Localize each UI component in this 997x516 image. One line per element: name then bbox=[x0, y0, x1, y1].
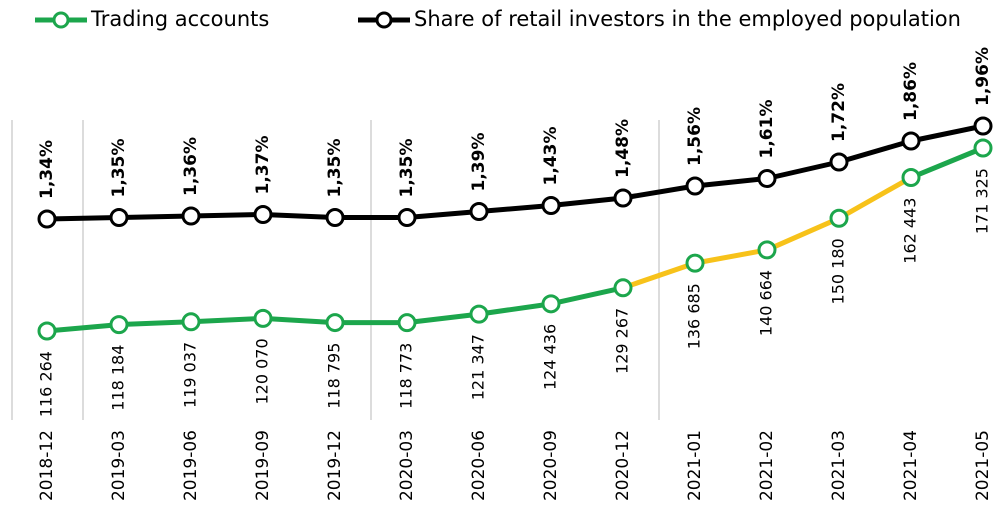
line-segment bbox=[766, 159, 840, 181]
line-segment bbox=[190, 212, 264, 219]
marker bbox=[901, 131, 921, 151]
data-label: 1,39% bbox=[469, 133, 489, 192]
data-label: 1,96% bbox=[973, 47, 993, 106]
data-label: 129 267 bbox=[613, 308, 632, 374]
legend-marker bbox=[375, 11, 393, 29]
x-tick-label: 2019-09 bbox=[253, 430, 273, 501]
marker bbox=[757, 240, 777, 260]
line-segment bbox=[622, 260, 696, 291]
marker bbox=[901, 168, 921, 188]
marker bbox=[325, 313, 345, 333]
data-label: 150 180 bbox=[829, 238, 848, 304]
marker bbox=[829, 208, 849, 228]
line-segment bbox=[622, 183, 696, 201]
x-tick-label: 2019-12 bbox=[325, 430, 345, 501]
legend-label: Trading accounts bbox=[90, 7, 269, 31]
data-label: 1,56% bbox=[685, 107, 705, 166]
marker bbox=[109, 208, 129, 227]
line-segment bbox=[478, 203, 552, 214]
marker bbox=[397, 313, 417, 333]
x-tick-label: 2018-12 bbox=[37, 430, 57, 501]
line-segment bbox=[694, 247, 768, 266]
x-tick-label: 2020-09 bbox=[541, 430, 561, 501]
data-label: 1,48% bbox=[613, 119, 633, 178]
marker bbox=[613, 278, 633, 298]
x-tick-label: 2019-06 bbox=[181, 430, 201, 501]
line-segment bbox=[262, 315, 336, 326]
data-label: 136 685 bbox=[685, 283, 704, 349]
marker bbox=[685, 176, 705, 196]
line-segment bbox=[694, 176, 768, 189]
data-label: 1,72% bbox=[829, 83, 849, 142]
data-label: 1,61% bbox=[757, 100, 777, 159]
marker bbox=[181, 312, 201, 332]
marker bbox=[469, 304, 489, 324]
marker bbox=[973, 116, 993, 136]
line-segment bbox=[838, 138, 912, 165]
marker bbox=[109, 315, 129, 335]
data-label: 162 443 bbox=[901, 198, 920, 264]
data-label: 1,86% bbox=[901, 62, 921, 121]
line-segment bbox=[406, 311, 480, 326]
data-label: 121 347 bbox=[469, 334, 488, 400]
data-label: 1,34% bbox=[37, 140, 57, 199]
data-label: 116 264 bbox=[37, 351, 56, 417]
marker bbox=[181, 206, 201, 226]
marker bbox=[325, 208, 345, 227]
data-label: 119 037 bbox=[181, 342, 200, 408]
marker bbox=[541, 294, 561, 314]
data-label: 118 773 bbox=[397, 343, 416, 409]
data-label: 140 664 bbox=[757, 270, 776, 336]
legend-label: Share of retail investors in the employe… bbox=[414, 7, 961, 31]
x-tick-label: 2021-05 bbox=[973, 430, 993, 501]
marker bbox=[973, 138, 993, 158]
data-label: 120 070 bbox=[253, 338, 272, 404]
data-label: 1,35% bbox=[325, 139, 345, 198]
line-segment bbox=[910, 145, 984, 180]
marker bbox=[253, 205, 273, 224]
x-tick-label: 2021-01 bbox=[685, 430, 705, 501]
legend-marker bbox=[52, 11, 70, 29]
x-tick-label: 2020-12 bbox=[613, 430, 633, 501]
marker bbox=[397, 208, 417, 227]
data-label: 1,35% bbox=[109, 139, 129, 198]
marker bbox=[613, 188, 633, 208]
data-label: 1,36% bbox=[181, 137, 201, 196]
marker bbox=[757, 169, 777, 188]
marker bbox=[541, 196, 561, 215]
line-segment bbox=[550, 195, 624, 208]
line-segment bbox=[910, 123, 984, 144]
marker bbox=[469, 202, 489, 221]
marker bbox=[685, 253, 705, 273]
line-segment bbox=[46, 322, 120, 334]
line-segment bbox=[118, 319, 192, 328]
line-segment bbox=[478, 301, 552, 317]
x-tick-label: 2020-06 bbox=[469, 430, 489, 501]
marker bbox=[37, 321, 57, 341]
line-segment bbox=[190, 315, 264, 325]
line-segment bbox=[262, 212, 336, 220]
data-label: 118 795 bbox=[325, 343, 344, 409]
data-label: 1,43% bbox=[541, 127, 561, 186]
line-segment bbox=[837, 175, 913, 221]
line-segment bbox=[406, 209, 480, 220]
data-label: 118 184 bbox=[109, 345, 128, 411]
x-tick-label: 2021-03 bbox=[829, 430, 849, 501]
line-segment bbox=[118, 213, 192, 220]
data-label: 124 436 bbox=[541, 324, 560, 390]
line-segment bbox=[550, 285, 624, 307]
x-tick-label: 2021-04 bbox=[901, 430, 921, 501]
data-label: 1,35% bbox=[397, 139, 417, 198]
marker bbox=[37, 209, 57, 229]
x-tick-label: 2020-03 bbox=[397, 430, 417, 501]
marker bbox=[829, 152, 849, 172]
x-tick-label: 2021-02 bbox=[757, 430, 777, 501]
line-segment bbox=[46, 215, 120, 222]
marker bbox=[253, 308, 273, 328]
line-segment bbox=[765, 215, 841, 253]
x-tick-label: 2019-03 bbox=[109, 430, 129, 501]
data-label: 171 325 bbox=[973, 168, 992, 234]
data-label: 1,37% bbox=[253, 136, 273, 195]
